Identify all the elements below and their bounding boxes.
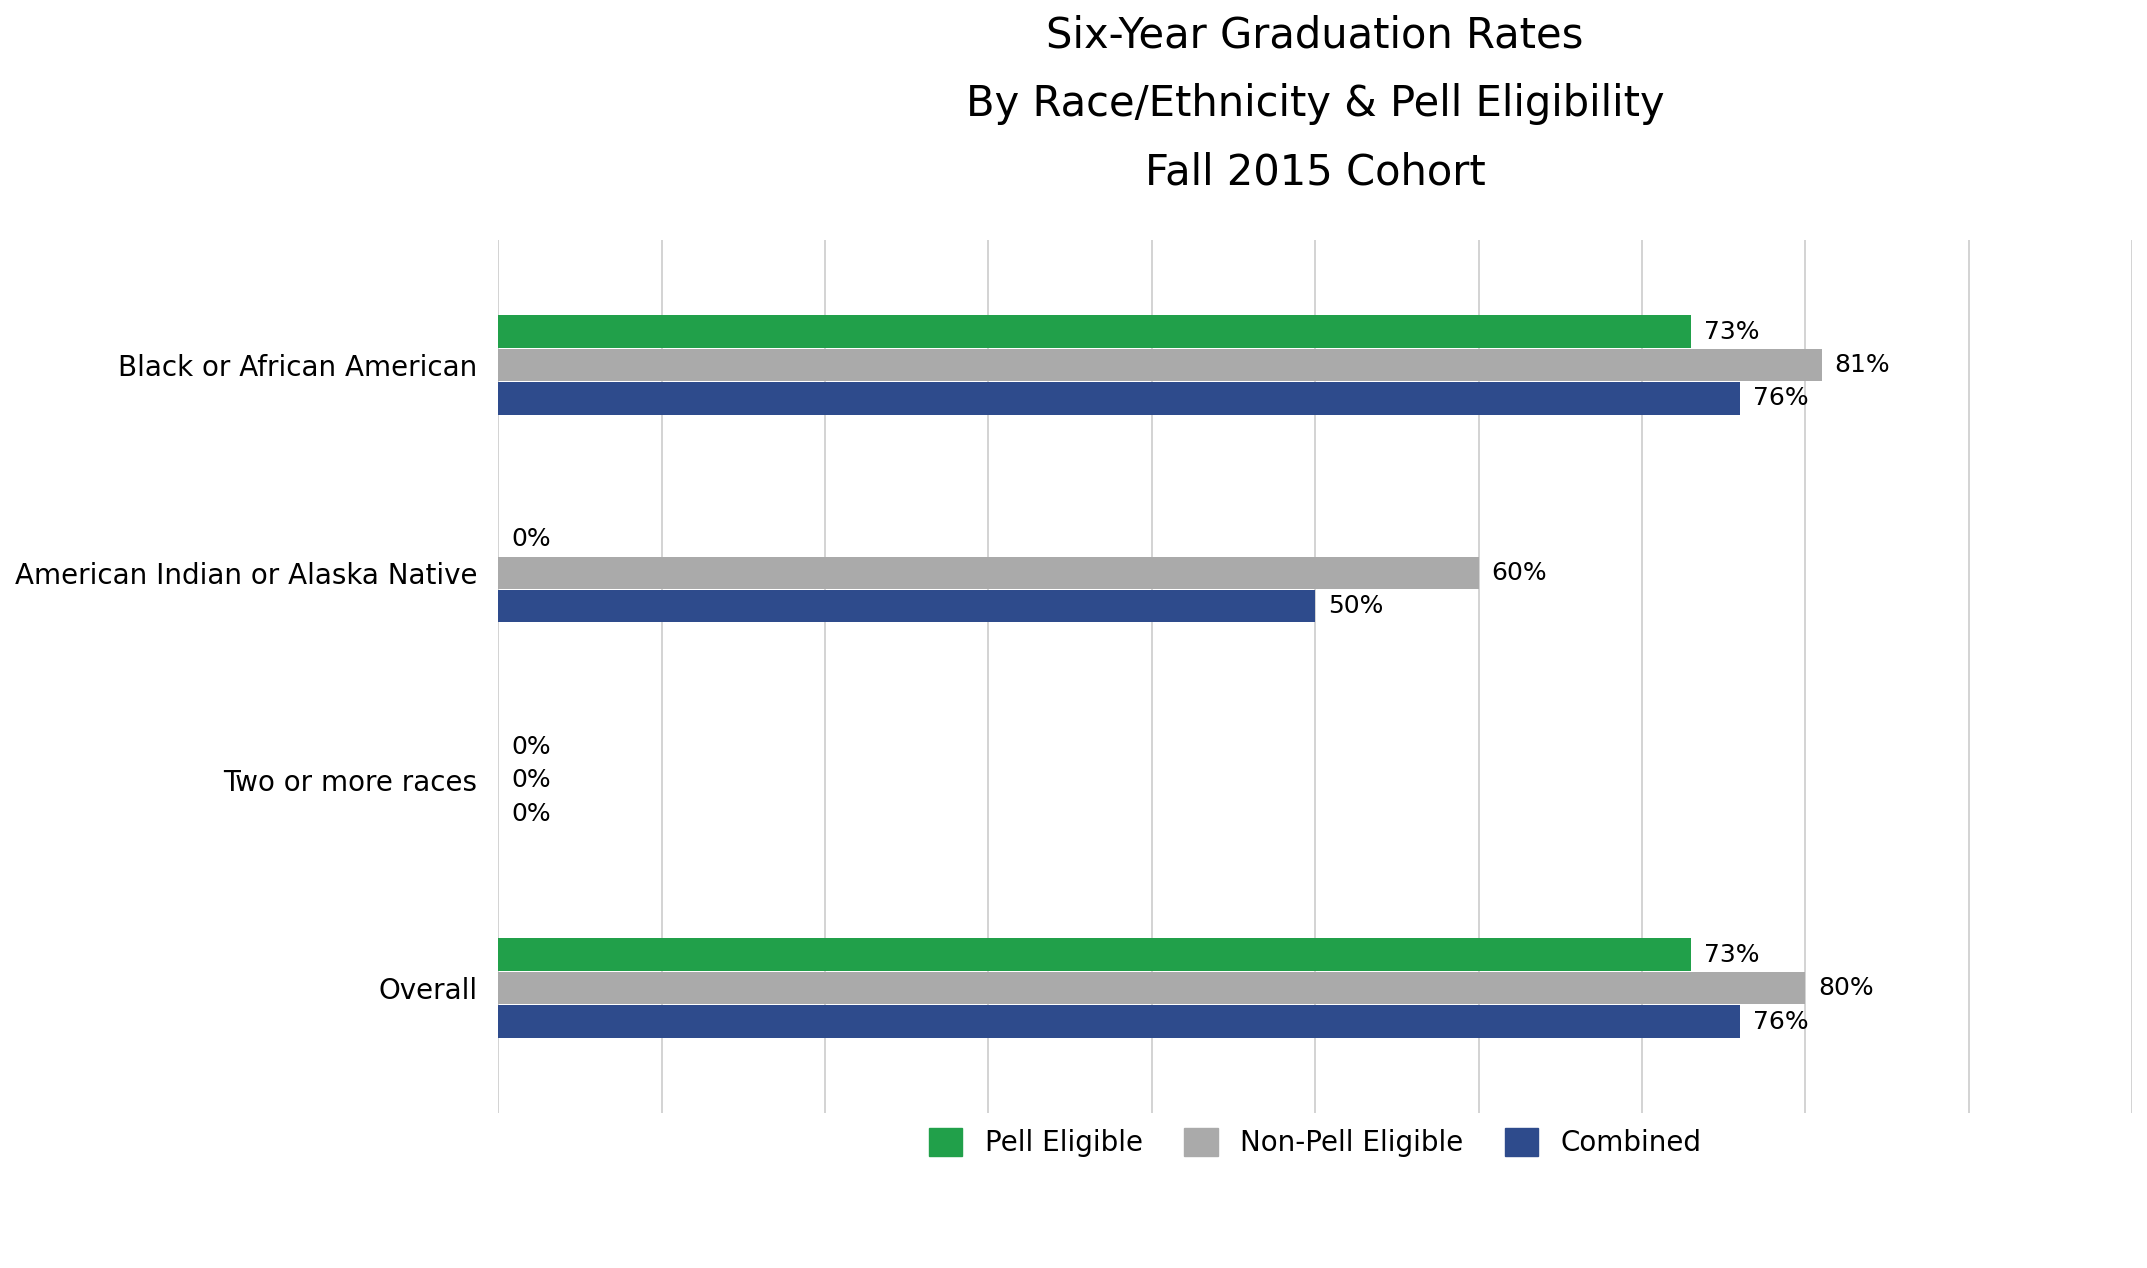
- Legend: Pell Eligible, Non-Pell Eligible, Combined: Pell Eligible, Non-Pell Eligible, Combin…: [919, 1117, 1713, 1169]
- Text: 0%: 0%: [511, 768, 552, 792]
- Bar: [498, 973, 1806, 1004]
- Text: 50%: 50%: [1329, 595, 1383, 618]
- Text: 76%: 76%: [1752, 387, 1808, 411]
- Text: 60%: 60%: [1492, 560, 1548, 585]
- Text: 76%: 76%: [1752, 1009, 1808, 1033]
- Bar: [498, 1006, 1739, 1037]
- Text: 81%: 81%: [1836, 353, 1889, 377]
- Bar: [498, 316, 1692, 347]
- Bar: [498, 557, 1479, 588]
- Bar: [498, 382, 1739, 415]
- Bar: [498, 349, 1821, 382]
- Bar: [498, 590, 1316, 623]
- Text: 0%: 0%: [511, 735, 552, 760]
- Text: 73%: 73%: [1705, 942, 1761, 966]
- Text: 80%: 80%: [1819, 976, 1874, 1000]
- Bar: [498, 938, 1692, 971]
- Text: 0%: 0%: [511, 527, 552, 552]
- Text: 0%: 0%: [511, 801, 552, 825]
- Text: 73%: 73%: [1705, 320, 1761, 344]
- Title: Six-Year Graduation Rates
By Race/Ethnicity & Pell Eligibility
Fall 2015 Cohort: Six-Year Graduation Rates By Race/Ethnic…: [966, 15, 1664, 194]
